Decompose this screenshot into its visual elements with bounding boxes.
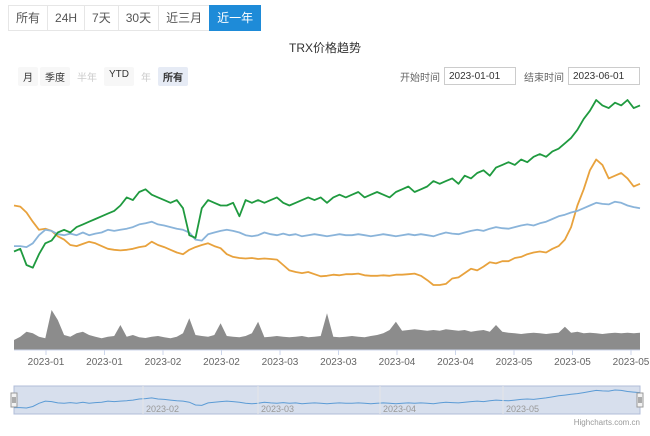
navigator-label-3: 2023-05	[506, 404, 539, 414]
x-tick-label-2: 2023-02	[145, 357, 182, 368]
navigator-handle-0[interactable]	[10, 392, 18, 408]
x-tick-label-0: 2023-01	[28, 357, 65, 368]
tab-4[interactable]: 近三月	[158, 5, 211, 31]
navigator-label-1: 2023-03	[261, 404, 294, 414]
navigator-mask	[13, 385, 641, 415]
volume-area	[14, 310, 640, 350]
x-tick-label-3: 2023-02	[203, 357, 240, 368]
x-tick-label-10: 2023-05	[613, 357, 650, 368]
zoom-button-0[interactable]: 月	[18, 67, 38, 86]
x-tick-label-1: 2023-01	[86, 357, 123, 368]
price-series-line-1	[14, 200, 641, 248]
price-series-line-2	[13, 99, 641, 269]
zoom-button-3[interactable]: YTD	[104, 67, 134, 86]
x-tick-label-9: 2023-05	[554, 357, 591, 368]
navigator-series	[14, 389, 641, 409]
range-to-input[interactable]	[568, 67, 640, 85]
zoom-button-2[interactable]: 半年	[77, 73, 97, 84]
chart-title: TRX价格趋势	[288, 41, 361, 55]
zoom-button-4[interactable]: 年	[141, 73, 151, 84]
zoom-button-1[interactable]: 季度	[40, 67, 70, 86]
credit-link[interactable]: Highcharts.com.cn	[573, 418, 640, 427]
x-tick-label-4: 2023-03	[262, 357, 299, 368]
range-to-label: 结束时间	[524, 72, 564, 84]
tab-2[interactable]: 7天	[84, 5, 119, 31]
navigator-label-0: 2023-02	[146, 404, 179, 414]
price-series-line-0	[13, 158, 641, 286]
x-tick-label-5: 2023-03	[320, 357, 357, 368]
range-from-input[interactable]	[444, 67, 516, 85]
time-range-tabs: 所有 24H 7天 30天 近三月 近一年	[8, 5, 262, 31]
tab-1[interactable]: 24H	[47, 5, 86, 31]
navigator-label-2: 2023-04	[383, 404, 416, 414]
x-tick-label-7: 2023-04	[437, 357, 474, 368]
x-tick-label-6: 2023-04	[379, 357, 416, 368]
x-tick-label-8: 2023-05	[496, 357, 533, 368]
navigator-handle-1[interactable]	[636, 392, 644, 408]
range-to: 结束时间	[524, 67, 640, 85]
tab-0[interactable]: 所有	[8, 5, 49, 31]
range-from: 开始时间	[400, 67, 516, 85]
tab-5[interactable]: 近一年	[209, 5, 262, 31]
zoom-button-5[interactable]: 所有	[158, 67, 188, 86]
zoom-buttons: 月季度 半年 YTD 年所有	[18, 67, 188, 86]
range-from-label: 开始时间	[400, 72, 440, 84]
